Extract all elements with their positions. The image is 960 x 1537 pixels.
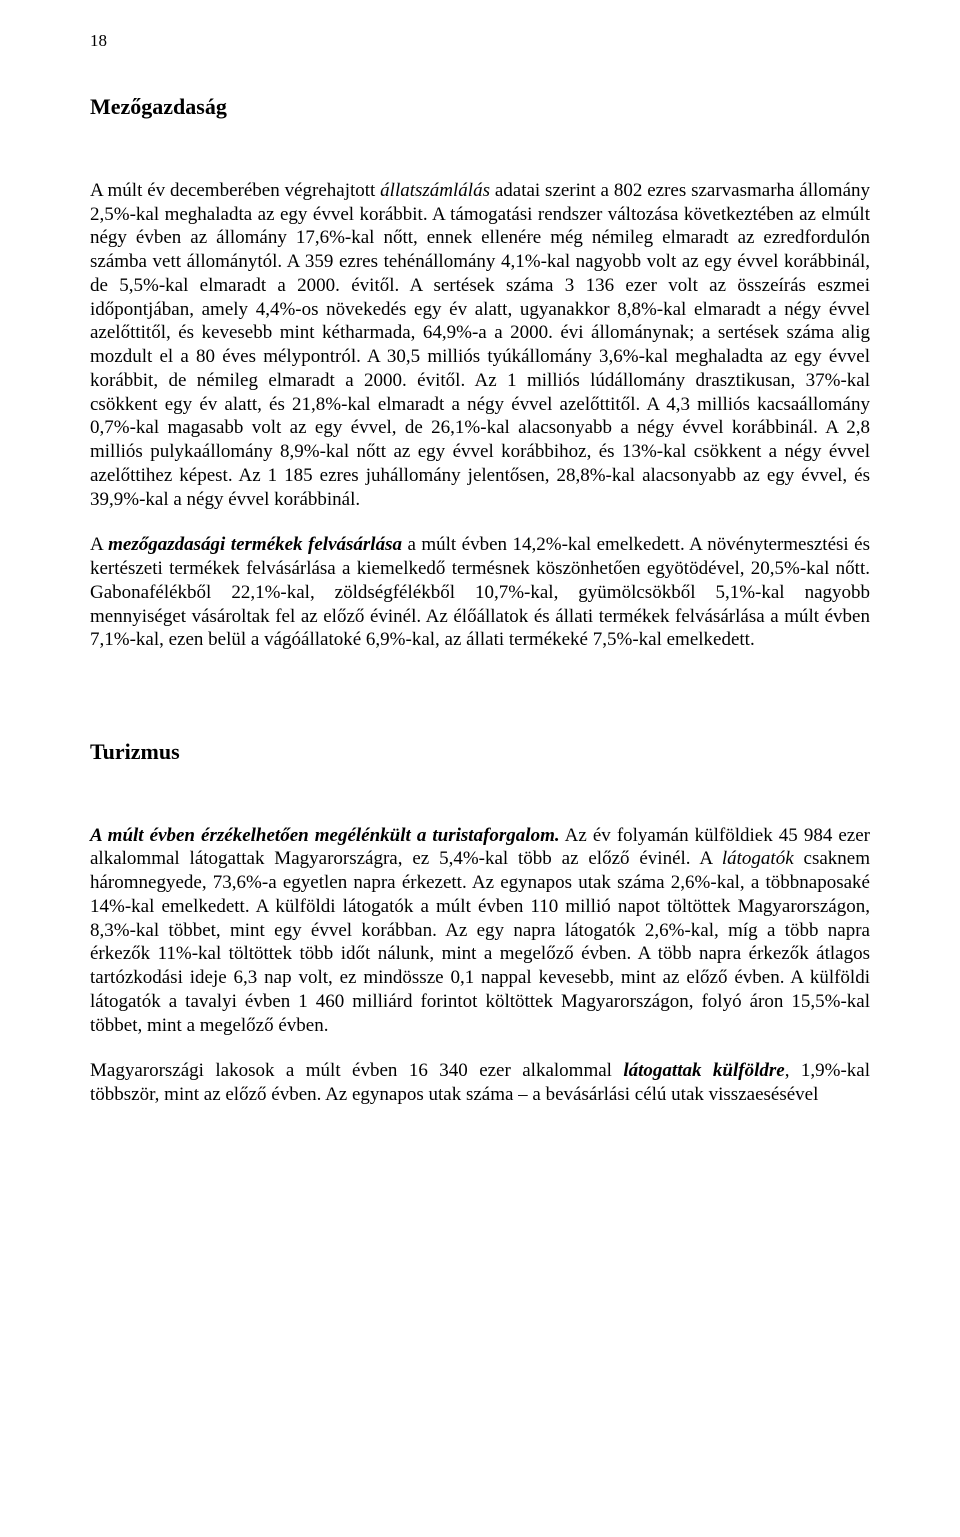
document-page: 18 Mezőgazdaság A múlt év decemberében v… (0, 0, 960, 1537)
paragraph: Magyarországi lakosok a múlt évben 16 34… (90, 1059, 870, 1107)
section-title-turizmus: Turizmus (90, 738, 870, 766)
text-run: adatai szerint a 802 ezres szarvasmarha … (90, 180, 870, 510)
text-run: A (90, 534, 108, 555)
section-spacer (90, 674, 870, 738)
text-run-italic: látogatók (722, 848, 794, 869)
section-title-mezogazdasag: Mezőgazdaság (90, 93, 870, 121)
text-run-bolditalic: látogattak külföldre (623, 1060, 784, 1081)
text-run: Magyarországi lakosok a múlt évben 16 34… (90, 1060, 623, 1081)
page-number: 18 (90, 30, 870, 51)
paragraph: A múlt évben érzékelhetően megélénkült a… (90, 824, 870, 1038)
text-run-italic: állatszámlálás (380, 180, 490, 201)
text-run-bolditalic: A múlt évben érzékelhetően megélénkült a… (90, 825, 560, 846)
text-run-bolditalic: mezőgazdasági termékek felvásárlása (108, 534, 402, 555)
paragraph: A múlt év decemberében végrehajtott álla… (90, 179, 870, 512)
text-run: A múlt év decemberében végrehajtott (90, 180, 380, 201)
paragraph: A mezőgazdasági termékek felvásárlása a … (90, 533, 870, 652)
text-run: csaknem háromnegyede, 73,6%-a egyetlen n… (90, 848, 870, 1035)
